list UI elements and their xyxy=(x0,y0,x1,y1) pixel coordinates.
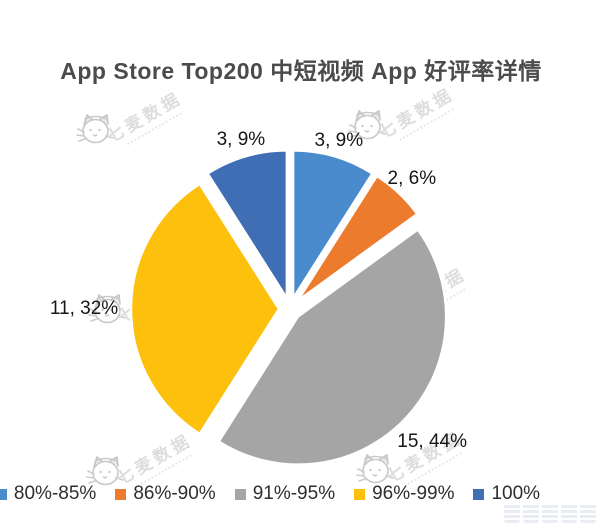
chart-title: App Store Top200 中短视频 App 好评率详情 xyxy=(60,58,542,84)
legend-label: 96%-99% xyxy=(372,483,455,504)
corner-watermark-glyph xyxy=(561,503,577,523)
legend-swatch-icon xyxy=(115,488,127,500)
pie-slice-91%-95% xyxy=(217,228,448,466)
data-label-91%-95%: 15, 44% xyxy=(397,431,468,453)
legend-label: 80%-85% xyxy=(13,483,97,504)
data-label-86%-90%: 2, 6% xyxy=(387,168,437,190)
legend-item-80%-85%: 80%-85% xyxy=(0,483,96,505)
pie-slice-96%-99% xyxy=(129,182,281,436)
legend-label: 86%-90% xyxy=(133,483,216,504)
legend-swatch-icon xyxy=(0,488,7,500)
data-label-80%-85%: 3, 9% xyxy=(314,129,364,151)
pie-slice-86%-90% xyxy=(296,174,419,303)
corner-watermark-glyph xyxy=(523,503,539,523)
corner-watermark xyxy=(504,503,596,523)
legend-item-96%-99%: 96%-99% xyxy=(354,483,454,505)
data-label-96%-99%: 11, 32% xyxy=(49,298,119,319)
pie-slice-80%-85% xyxy=(291,149,374,300)
legend-label: 91%-95% xyxy=(252,483,336,504)
legend-label: 100% xyxy=(491,483,541,504)
legend-item-100%: 100% xyxy=(473,483,540,505)
legend-swatch-icon xyxy=(473,488,485,500)
legend-swatch-icon xyxy=(234,488,246,500)
legend-item-91%-95%: 91%-95% xyxy=(234,483,336,505)
corner-watermark-glyph xyxy=(542,503,558,523)
pie-slice-100% xyxy=(206,149,289,300)
data-label-100%: 3, 9% xyxy=(216,128,266,150)
corner-watermark-glyph xyxy=(580,503,596,523)
legend-item-86%-90%: 86%-90% xyxy=(115,483,216,505)
legend-swatch-icon xyxy=(354,488,366,500)
chart-legend: 80%-85% 86%-90% 91%-95% 96%-99% 100% xyxy=(0,483,540,505)
corner-watermark-glyph xyxy=(504,503,520,523)
